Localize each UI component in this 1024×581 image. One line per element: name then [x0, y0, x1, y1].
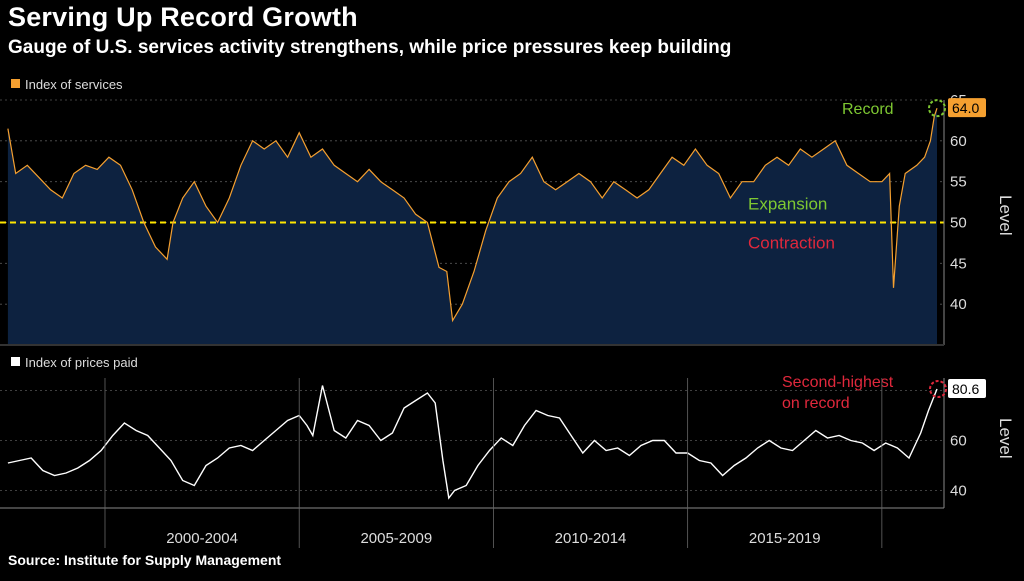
- expansion-label: Expansion: [748, 195, 827, 214]
- services-y-tick-label: 60: [950, 133, 967, 150]
- prices-legend-label: Index of prices paid: [25, 355, 138, 370]
- chart-subtitle: Gauge of U.S. services activity strength…: [8, 37, 732, 58]
- record-marker-circle: [928, 99, 947, 118]
- contraction-label: Contraction: [748, 234, 835, 253]
- services-y-tick-label: 40: [950, 296, 967, 313]
- prices-panel: Index of prices paid 406080 Level Second…: [0, 355, 1015, 508]
- second-highest-annotation: Second-highest on record: [782, 374, 898, 412]
- prices-last-value: 80.6: [952, 381, 979, 397]
- services-y-tick-label: 55: [950, 174, 967, 191]
- record-annotation: Record: [842, 101, 894, 118]
- second-highest-line2: on record: [782, 395, 850, 412]
- x-period-label: 2005-2009: [360, 530, 432, 547]
- services-y-tick-label: 50: [950, 215, 967, 232]
- x-axis-separators: [104, 378, 883, 548]
- second-highest-line1: Second-highest: [782, 374, 894, 391]
- services-panel: Index of services 404550556065 Level Exp…: [0, 77, 1015, 345]
- prices-y-tick-label: 40: [950, 483, 967, 500]
- services-y-axis-label: Level: [996, 195, 1015, 236]
- x-period-label: 2010-2014: [555, 530, 627, 547]
- services-series-line: [7, 108, 938, 323]
- x-period-label: 2000-2004: [166, 530, 238, 547]
- prices-gridlines: [0, 390, 944, 491]
- prices-y-ticks: 406080: [950, 383, 967, 500]
- x-axis: 2000-2004 2005-2009 2010-2014 2015-2019: [0, 378, 944, 548]
- services-y-tick-label: 45: [950, 255, 967, 272]
- second-highest-marker-circle: [929, 380, 948, 398]
- services-legend-swatch: [11, 79, 20, 88]
- services-area-fill: [7, 108, 937, 345]
- x-period-label: 2015-2019: [749, 530, 821, 547]
- prices-y-axis-label: Level: [996, 418, 1015, 459]
- prices-y-tick-label: 60: [950, 433, 967, 450]
- services-last-value: 64.0: [952, 100, 979, 116]
- services-y-ticks: 404550556065: [950, 92, 967, 313]
- source-note: Source: Institute for Supply Management: [8, 552, 282, 568]
- chart-title: Serving Up Record Growth: [8, 2, 358, 32]
- prices-last-value-box: [948, 379, 986, 398]
- services-last-value-box: [948, 98, 986, 118]
- prices-legend-swatch: [11, 357, 20, 366]
- prices-series-line: [7, 385, 938, 500]
- services-legend-label: Index of services: [25, 77, 123, 92]
